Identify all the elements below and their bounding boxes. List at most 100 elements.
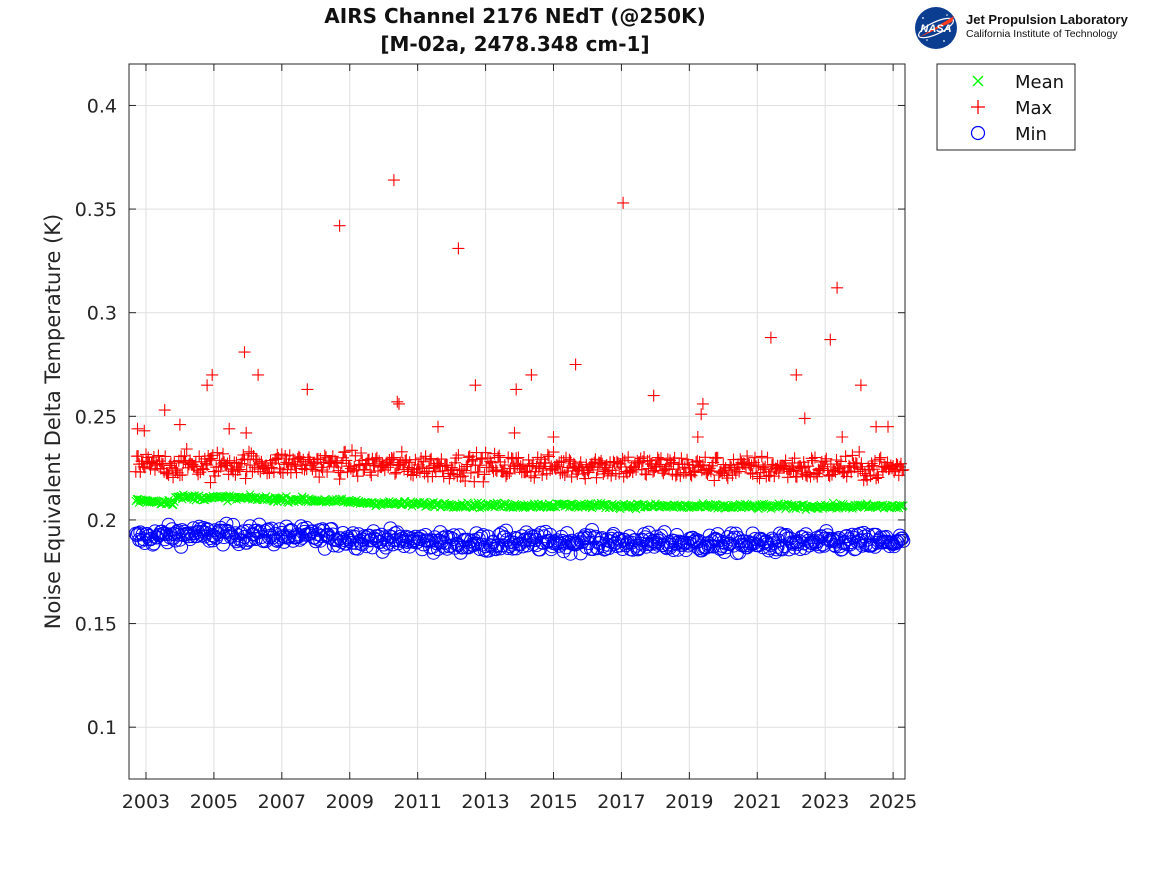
max-point [547,431,560,443]
min-point [646,534,661,548]
max-point [426,470,439,483]
max-point [445,461,458,474]
max-point [358,463,371,476]
max-point [435,453,448,466]
plot-area [129,64,905,779]
y-tick-label: 0.3 [87,303,117,325]
max-point [145,456,158,469]
max-point [871,469,884,481]
max-point [587,461,600,474]
max-point [615,461,628,473]
min-point [186,521,201,536]
mean-point [431,500,441,509]
max-point [409,453,422,466]
max-point [176,468,189,481]
max-point [173,418,186,431]
max-point [396,457,409,469]
max-point [805,452,818,465]
max-point [510,452,523,465]
x-tick-label: 2023 [801,791,849,813]
max-point [286,457,298,470]
min-point [169,525,184,540]
mean-point [315,496,325,506]
min-point [895,531,910,546]
y-tick-label: 0.1 [87,717,117,739]
min-point [131,526,146,541]
max-point [696,458,709,471]
max-point [704,465,717,478]
max-point [365,469,378,482]
max-point [725,461,738,474]
max-point [304,455,317,468]
max-point [547,446,560,459]
min-point [538,524,553,539]
max-point [252,368,265,381]
min-point [776,528,791,542]
max-point [759,460,772,473]
min-point [896,533,911,548]
max-point [498,459,511,471]
max-point [853,445,866,458]
max-point [473,459,486,472]
series-layer [128,174,911,561]
y-tick-label: 0.25 [75,406,117,428]
max-point [622,451,635,464]
max-point [897,463,910,476]
max-point [756,461,769,474]
max-point [493,449,506,462]
max-point [528,471,541,484]
max-point [882,420,894,433]
max-point [621,467,634,480]
max-point [240,426,253,439]
jpl-name: Jet Propulsion Laboratory [966,12,1128,27]
max-point [650,460,663,473]
min-point [560,526,575,541]
max-point [696,397,709,410]
min-point [748,532,762,546]
max-point [351,470,364,483]
max-point [533,460,546,473]
max-point [711,451,724,464]
max-point [478,468,491,481]
max-point [605,469,618,482]
max-point [864,470,877,483]
min-point [509,541,524,556]
min-point [513,536,528,551]
max-point [337,451,349,464]
max-point [475,453,488,466]
max-point [484,455,497,468]
max-point [500,470,512,483]
max-point [204,476,217,489]
max-point [670,468,683,481]
max-point [811,470,824,483]
max-point [573,460,586,473]
y-tick-label: 0.35 [75,199,117,221]
max-point [729,467,742,479]
max-point [152,449,165,462]
svg-text:NASA: NASA [920,23,951,35]
max-point [836,431,849,443]
max-point [149,463,161,476]
max-point [828,464,841,477]
x-tick-label: 2011 [393,791,441,813]
max-point [788,452,801,465]
max-point [157,458,169,471]
max-point [744,466,757,479]
max-point [223,454,236,467]
max-point [541,448,554,461]
max-point [413,466,426,478]
mean-point [488,501,497,511]
max-point [446,463,459,476]
mean-point [173,492,183,502]
x-tick-label: 2015 [529,791,577,813]
max-point [318,449,331,462]
x-tick-label: 2007 [258,791,306,813]
max-point [178,449,191,462]
max-point [223,422,236,435]
max-point [387,174,400,187]
max-point [590,471,603,484]
max-point [364,466,377,479]
nasa-meatball-icon: NASA [915,7,957,49]
max-point [755,450,768,463]
min-point [174,539,189,554]
